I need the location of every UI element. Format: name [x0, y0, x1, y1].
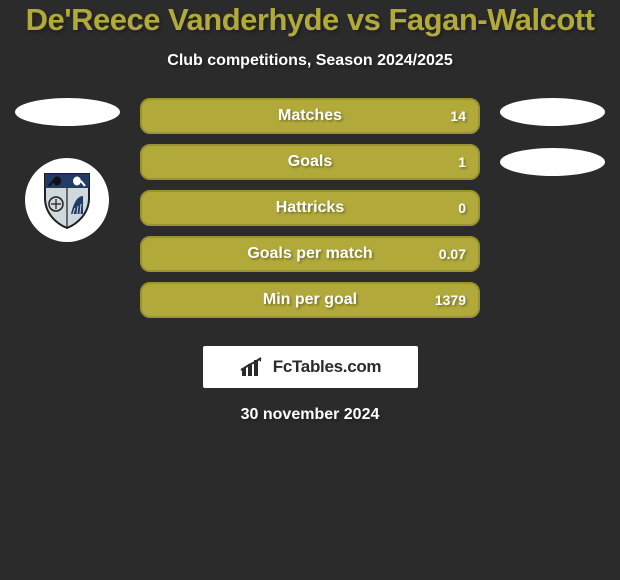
stat-value: 1 — [458, 154, 466, 170]
stats-column: Matches 14 Goals 1 Hattricks 0 Goals per… — [140, 98, 480, 318]
stat-bar: Hattricks 0 — [140, 190, 480, 226]
left-column — [15, 98, 120, 242]
footer-brand-text: FcTables.com — [273, 357, 382, 377]
page-subtitle: Club competitions, Season 2024/2025 — [0, 52, 620, 70]
stat-label: Min per goal — [263, 291, 357, 309]
left-ellipse-1 — [15, 98, 120, 126]
stat-value: 0.07 — [439, 246, 466, 262]
right-ellipse-1 — [500, 98, 605, 126]
stat-value: 14 — [450, 108, 466, 124]
content-row: Matches 14 Goals 1 Hattricks 0 Goals per… — [0, 98, 620, 318]
footer-branding: FcTables.com — [203, 346, 418, 388]
infographic-container: De'Reece Vanderhyde vs Fagan-Walcott Clu… — [0, 0, 620, 580]
stat-value: 1379 — [435, 292, 466, 308]
chart-icon — [239, 356, 267, 378]
stat-label: Goals per match — [247, 245, 372, 263]
right-column — [500, 98, 605, 176]
page-title: De'Reece Vanderhyde vs Fagan-Walcott — [0, 2, 620, 38]
right-ellipse-2 — [500, 148, 605, 176]
stat-label: Goals — [288, 153, 332, 171]
stat-bar: Min per goal 1379 — [140, 282, 480, 318]
shield-icon — [37, 170, 97, 230]
stat-bar: Matches 14 — [140, 98, 480, 134]
club-crest — [25, 158, 109, 242]
stat-bar: Goals per match 0.07 — [140, 236, 480, 272]
stat-bar: Goals 1 — [140, 144, 480, 180]
stat-label: Hattricks — [276, 199, 344, 217]
footer-date: 30 november 2024 — [0, 406, 620, 424]
stat-label: Matches — [278, 107, 342, 125]
stat-value: 0 — [458, 200, 466, 216]
